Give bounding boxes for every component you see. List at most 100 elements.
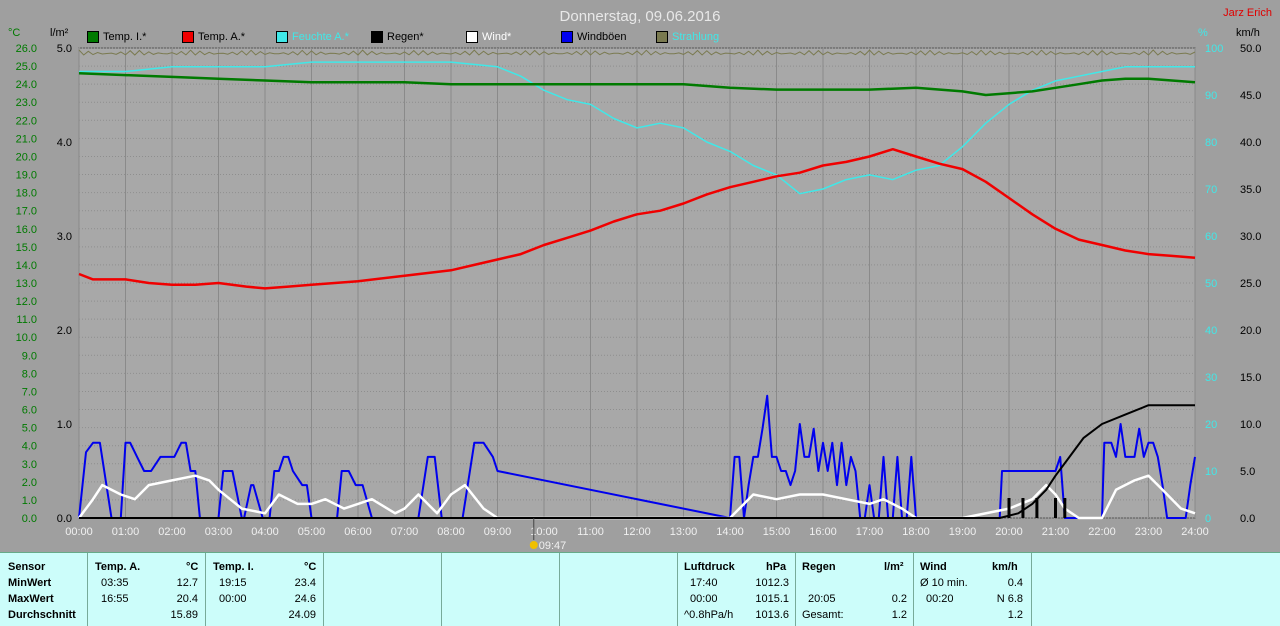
series-line [77,474,1196,520]
legend-swatch [466,31,478,43]
wind-tick-label: 5.0 [1240,466,1255,478]
temp-tick-label: 26.0 [16,43,37,55]
legend-item: Strahlung [656,31,719,43]
rain-unit-label: l/m² [50,27,69,39]
x-tick-label: 11:00 [577,526,604,538]
legend-label: Feuchte A.* [292,31,349,43]
temp-tick-label: 8.0 [22,368,37,380]
x-tick-label: 20:00 [995,526,1023,538]
wind-unit: km/h [992,561,1018,573]
grid [78,47,1196,519]
temp-tick-label: 18.0 [16,188,37,200]
x-tick-label: 15:00 [763,526,791,538]
wind-tick-label: 20.0 [1240,325,1261,337]
legend-label: Temp. I.* [103,31,147,43]
wind-tick-label: 15.0 [1240,372,1261,384]
radiation-line [78,49,1196,56]
chart-title: Donnerstag, 09.06.2016 [560,8,721,25]
temp-a-min-value: 12.7 [176,577,198,589]
temp-a-max-time: 16:55 [101,593,129,605]
pressure-max-value: 1015.1 [755,593,789,605]
temp-unit-label: °C [8,27,20,39]
x-tick-label: 24:00 [1181,526,1209,538]
rain-tick-label: 0.0 [57,513,72,525]
temp-i-max-time: 00:00 [219,593,247,605]
sensor-header: Sensor [8,561,46,573]
stats-panel: Sensor MinWert MaxWert Durchschnitt Temp… [0,552,1280,626]
wind-tick-label: 45.0 [1240,90,1261,102]
temp-tick-label: 12.0 [16,296,37,308]
rain-tick-label: 4.0 [57,137,72,149]
temp-tick-label: 3.0 [22,459,37,471]
x-tick-label: 21:00 [1042,526,1070,538]
humidity-tick-label: 90 [1205,90,1217,102]
temp-tick-label: 2.0 [22,477,37,489]
legend-item: Temp. A.* [182,31,245,43]
temp-tick-label: 19.0 [16,170,37,182]
temp-a-title: Temp. A. [95,561,141,573]
humidity-tick-label: 0 [1205,513,1211,525]
pressure-unit: hPa [766,561,787,573]
x-tick-label: 17:00 [856,526,884,538]
temp-tick-label: 22.0 [16,115,37,127]
series-line [79,404,1195,519]
legend-swatch [87,31,99,43]
legend-label: Windböen [577,31,627,43]
humidity-tick-label: 70 [1205,184,1217,196]
x-tick-label: 06:00 [344,526,372,538]
pressure-min-value: 1012.3 [755,577,789,589]
x-tick-label: 22:00 [1088,526,1116,538]
temp-i-min-time: 19:15 [219,577,247,589]
pressure-min-time: 17:40 [690,577,718,589]
temp-a-avg-value: 15.89 [170,609,198,621]
rain-title: Regen [802,561,836,573]
temp-tick-label: 24.0 [16,79,37,91]
legend-swatch [371,31,383,43]
wind-max-time: 00:20 [926,593,954,605]
legend-item: Regen* [371,31,424,43]
x-tick-label: 04:00 [251,526,279,538]
wind-avg10-label: Ø 10 min. [920,577,968,589]
humidity-tick-label: 40 [1205,325,1217,337]
rain-tick-label: 2.0 [57,325,72,337]
legend-label: Regen* [387,31,424,43]
legend-label: Wind* [482,31,512,43]
wind-tick-label: 50.0 [1240,43,1261,55]
series-line [78,147,1196,290]
humidity-tick-label: 80 [1205,137,1217,149]
temp-tick-label: 1.0 [22,495,37,507]
x-tick-label: 00:00 [65,526,93,538]
x-tick-label: 02:00 [158,526,186,538]
sun-icon [529,541,538,549]
temp-tick-label: 23.0 [16,97,37,109]
humidity-tick-label: 10 [1205,466,1217,478]
wind-title: Wind [920,561,947,573]
rain-unit: l/m² [884,561,904,573]
temp-tick-label: 10.0 [16,332,37,344]
x-tick-label: 13:00 [670,526,698,538]
pressure-max-time: 00:00 [690,593,718,605]
x-tick-label: 03:00 [205,526,233,538]
temp-tick-label: 0.0 [22,513,37,525]
temp-tick-label: 7.0 [22,386,37,398]
humidity-tick-label: 50 [1205,278,1217,290]
temp-tick-label: 9.0 [22,350,37,362]
temp-tick-label: 13.0 [16,278,37,290]
humidity-tick-label: 20 [1205,419,1217,431]
x-tick-label: 16:00 [809,526,837,538]
temp-tick-label: 5.0 [22,423,37,435]
legend-label: Strahlung [672,31,720,43]
legend-swatch [276,31,288,43]
wind-tick-label: 25.0 [1240,278,1261,290]
temp-i-min-value: 23.4 [294,577,316,589]
legend-swatch [656,31,668,43]
weather-chart: Donnerstag, 09.06.2016 Jarz Erich 00:00 0… [8,7,1272,552]
rain-tick-label: 5.0 [57,43,72,55]
legend-swatch [182,31,194,43]
legend-item: Wind* [466,31,511,43]
row-label-min: MinWert [8,577,52,589]
pressure-trend: ^0.8hPa/h [684,609,734,621]
x-tick-label: 12:00 [623,526,651,538]
temp-i-avg-value: 24.09 [288,609,316,621]
rain-total-label: Gesamt: [802,609,844,621]
